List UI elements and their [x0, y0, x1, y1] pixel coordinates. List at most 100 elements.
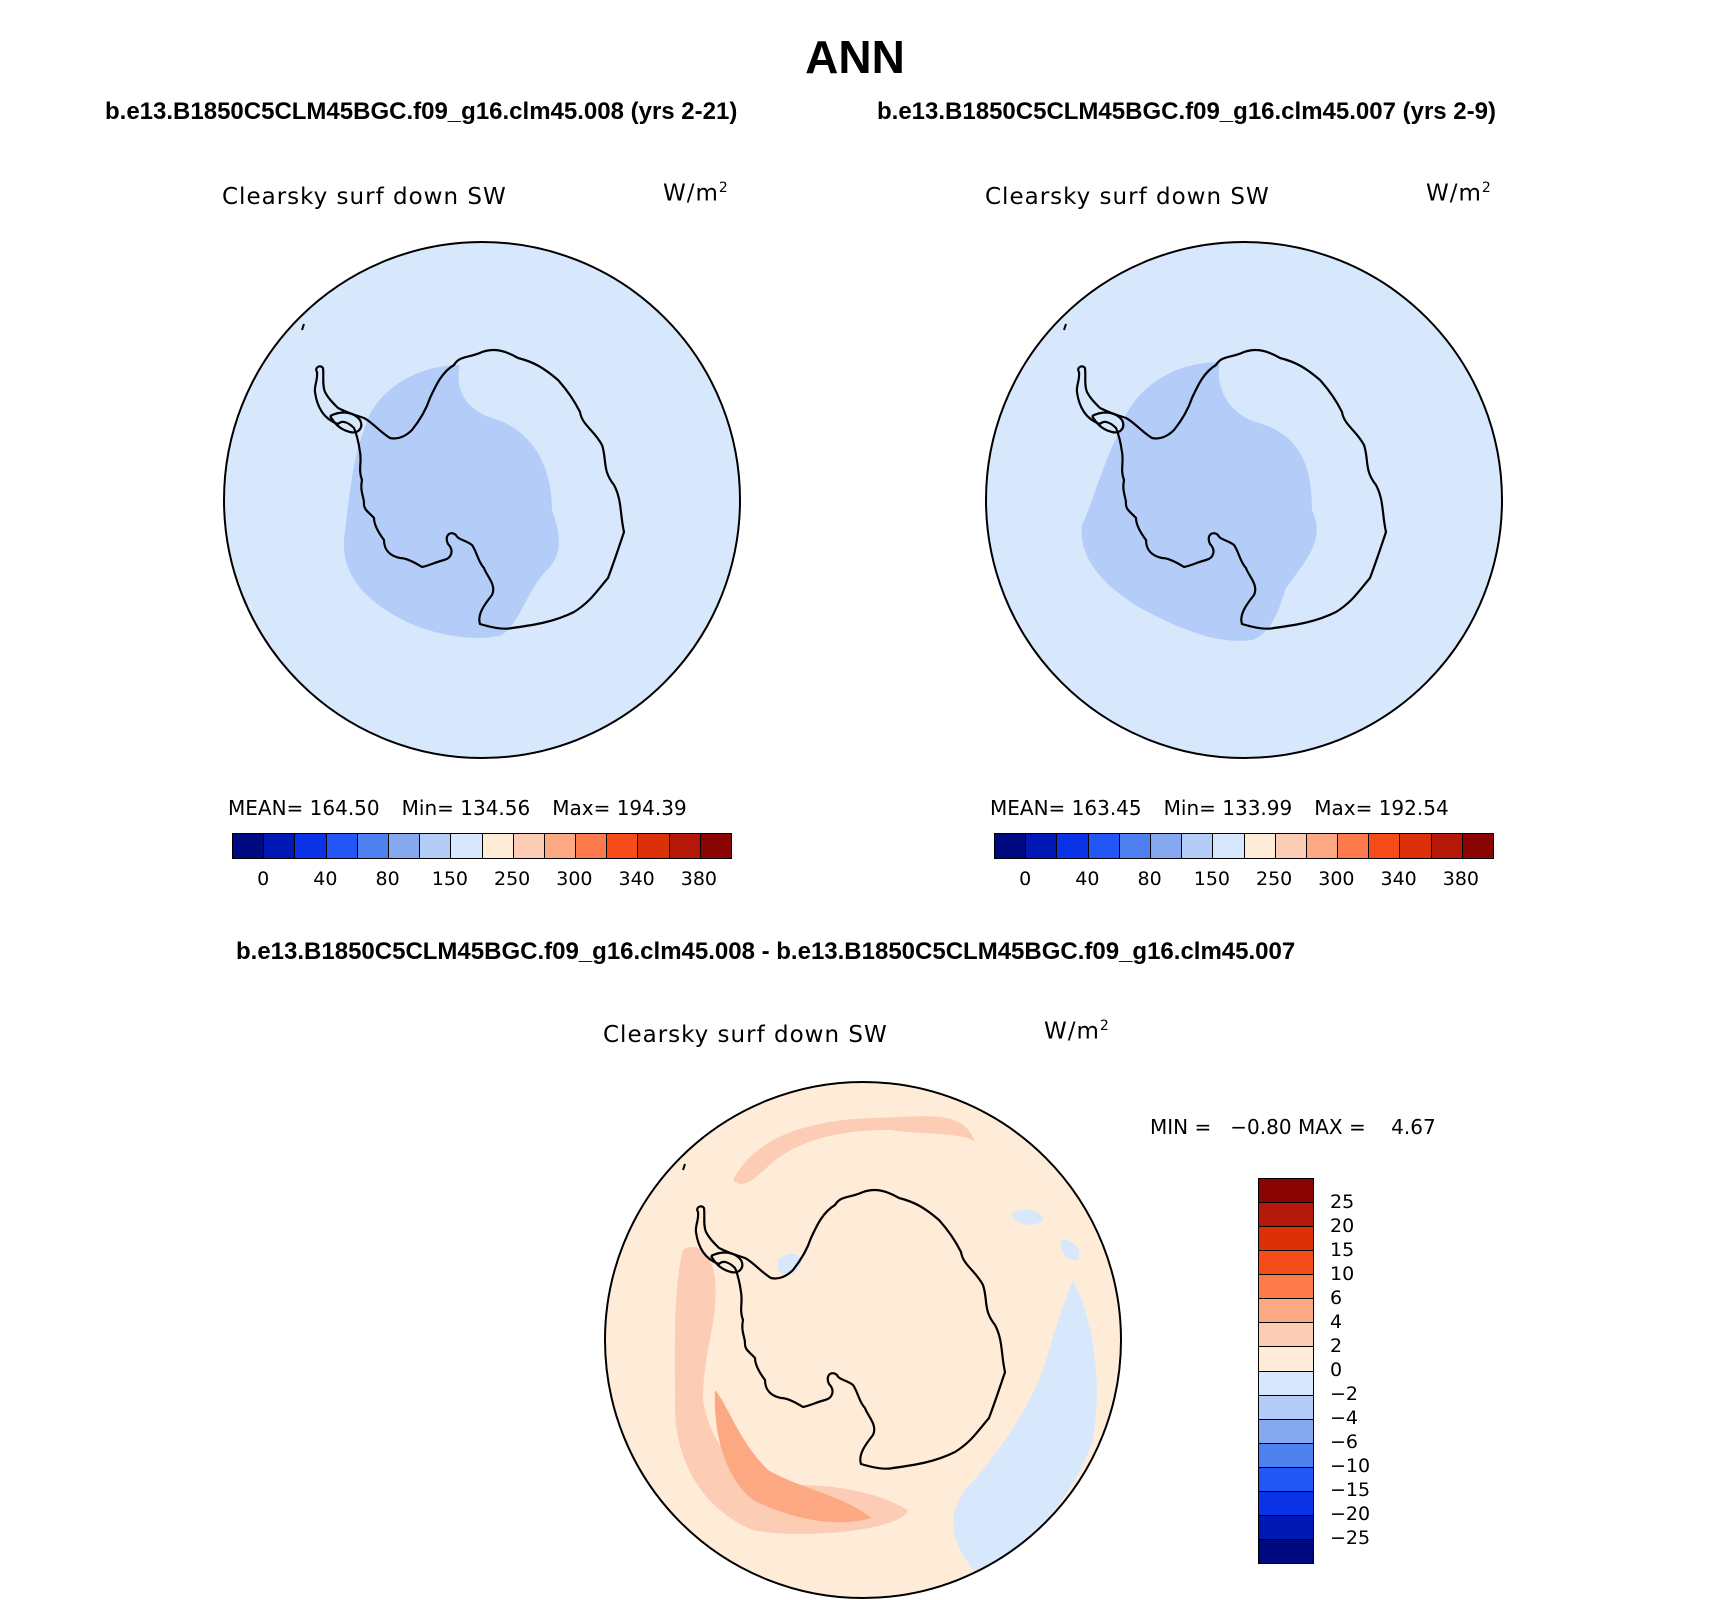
- colorbar-swatch: [1369, 834, 1401, 858]
- colorbar-tick-label: 20: [1330, 1215, 1355, 1237]
- interior-low-field: [343, 365, 559, 638]
- colorbar-swatch: [1338, 834, 1370, 858]
- colorbar-tick-label: 10: [1330, 1263, 1355, 1285]
- colorbar-swatch: [1259, 1179, 1313, 1204]
- colorbar-swatch: [1259, 1395, 1313, 1420]
- colorbar-tick-label: 4: [1330, 1311, 1343, 1333]
- colorbar-swatch: [1259, 1443, 1313, 1468]
- colorbar-swatch: [1306, 834, 1339, 858]
- colorbar-swatch: [233, 834, 265, 858]
- polar-map-left: [223, 241, 741, 759]
- colorbar-tick-label: 150: [431, 868, 469, 890]
- panel-right-units: W/m2: [1426, 180, 1492, 207]
- colorbar-tick-label: 300: [1318, 868, 1355, 890]
- colorbar-swatch: [1259, 1539, 1313, 1563]
- colorbar-swatch: [1431, 834, 1463, 858]
- antarctica-coastline: [1075, 348, 1388, 630]
- diff-positive-field: [733, 1116, 975, 1184]
- case-title-left: b.e13.B1850C5CLM45BGC.f09_g16.clm45.008 …: [105, 98, 738, 125]
- colorbar-tick-label: 150: [1193, 868, 1231, 890]
- stat-mean: MEAN= 163.45: [990, 796, 1142, 820]
- diff-negative-field: [778, 1253, 802, 1275]
- colorbar-swatch: [1259, 1515, 1313, 1540]
- colorbar-tick-label: −20: [1330, 1503, 1371, 1525]
- diff-case-title: b.e13.B1850C5CLM45BGC.f09_g16.clm45.008 …: [236, 938, 1296, 965]
- antarctica-coastline: [694, 1188, 1007, 1470]
- colorbar-swatch: [451, 834, 483, 858]
- colorbar-swatch: [1259, 1347, 1313, 1372]
- colorbar-tick-label: 25: [1330, 1191, 1355, 1213]
- colorbar-tick-label: −6: [1330, 1431, 1359, 1453]
- colorbar-swatch: [1259, 1419, 1313, 1444]
- colorbar-tick-label: −4: [1330, 1407, 1359, 1429]
- colorbar-swatch: [1462, 834, 1493, 858]
- panel-right-stats: MEAN= 163.45 Min= 133.99 Max= 192.54: [990, 796, 1471, 820]
- colorbar-swatch: [1259, 1203, 1313, 1228]
- colorbar-diff-ticks: 25 20 15 10 6 4 2 0 −2 −4 −6 −10 −15 −20 −25: [1330, 1178, 1410, 1562]
- colorbar-swatch: [576, 834, 608, 858]
- colorbar-swatch: [420, 834, 452, 858]
- colorbar-swatch: [669, 834, 701, 858]
- colorbar-tick-label: 0: [257, 868, 270, 890]
- colorbar-swatch: [1213, 834, 1245, 858]
- stat-max: Max= 192.54: [1314, 796, 1449, 820]
- colorbar-tick-label: −2: [1330, 1383, 1359, 1405]
- colorbar-swatch: [1244, 834, 1276, 858]
- colorbar-tick-label: −25: [1330, 1527, 1371, 1549]
- colorbar-swatch: [1259, 1227, 1313, 1252]
- colorbar-tick-label: 380: [1442, 868, 1480, 890]
- colorbar-swatch: [700, 834, 731, 858]
- colorbar-tick-label: 80: [375, 868, 400, 890]
- diff-field-label: Clearsky surf down SW: [603, 1022, 888, 1048]
- colorbar-swatch: [1259, 1491, 1313, 1516]
- stat-min: Min= 134.56: [401, 796, 531, 820]
- colorbar-tick-label: −10: [1330, 1455, 1371, 1477]
- colorbar-right: [994, 833, 1494, 859]
- colorbar-swatch: [1275, 834, 1307, 858]
- polar-map-right: [985, 241, 1503, 759]
- colorbar-swatch: [1259, 1251, 1313, 1276]
- colorbar-tick-label: −15: [1330, 1479, 1371, 1501]
- colorbar-swatch: [1150, 834, 1183, 858]
- colorbar-left: [232, 833, 732, 859]
- colorbar-swatch: [544, 834, 577, 858]
- colorbar-swatch: [1088, 834, 1120, 858]
- colorbar-swatch: [1259, 1371, 1313, 1396]
- colorbar-diff: [1258, 1178, 1314, 1564]
- colorbar-tick-label: 340: [618, 868, 655, 890]
- panel-right-field-label: Clearsky surf down SW: [985, 184, 1270, 210]
- colorbar-tick-label: 6: [1330, 1287, 1343, 1309]
- colorbar-tick-label: 40: [313, 868, 338, 890]
- colorbar-swatch: [638, 834, 670, 858]
- polar-map-diff: [604, 1081, 1122, 1599]
- colorbar-swatch: [357, 834, 389, 858]
- panel-left-stats: MEAN= 164.50 Min= 134.56 Max= 194.39: [228, 796, 709, 820]
- colorbar-swatch: [607, 834, 639, 858]
- case-title-right: b.e13.B1850C5CLM45BGC.f09_g16.clm45.007 …: [877, 98, 1496, 125]
- antarctica-coastline: [313, 348, 626, 630]
- stat-mean: MEAN= 164.50: [228, 796, 380, 820]
- colorbar-tick-label: 0: [1019, 868, 1032, 890]
- colorbar-swatch: [482, 834, 514, 858]
- colorbar-swatch: [1400, 834, 1432, 858]
- diff-negative-field: [1011, 1209, 1043, 1225]
- colorbar-swatch: [995, 834, 1027, 858]
- colorbar-tick-label: 380: [680, 868, 718, 890]
- colorbar-tick-label: 40: [1075, 868, 1100, 890]
- colorbar-swatch: [1259, 1323, 1313, 1348]
- stat-max: Max= 194.39: [552, 796, 687, 820]
- diff-minmax: MIN = −0.80 MAX = 4.67: [1150, 1115, 1436, 1139]
- panel-left-field-label: Clearsky surf down SW: [222, 184, 507, 210]
- colorbar-swatch: [1259, 1275, 1313, 1300]
- colorbar-swatch: [1259, 1467, 1313, 1492]
- interior-low-field: [1081, 362, 1317, 641]
- colorbar-tick-label: 80: [1137, 868, 1162, 890]
- colorbar-swatch: [388, 834, 421, 858]
- colorbar-swatch: [513, 834, 545, 858]
- colorbar-left-ticks: 0 40 80 150 250 300 340 380: [232, 868, 730, 892]
- colorbar-right-ticks: 0 40 80 150 250 300 340 380: [994, 868, 1492, 892]
- colorbar-swatch: [264, 834, 296, 858]
- colorbar-swatch: [295, 834, 327, 858]
- diff-negative-field: [1060, 1239, 1080, 1261]
- colorbar-tick-label: 2: [1330, 1335, 1343, 1357]
